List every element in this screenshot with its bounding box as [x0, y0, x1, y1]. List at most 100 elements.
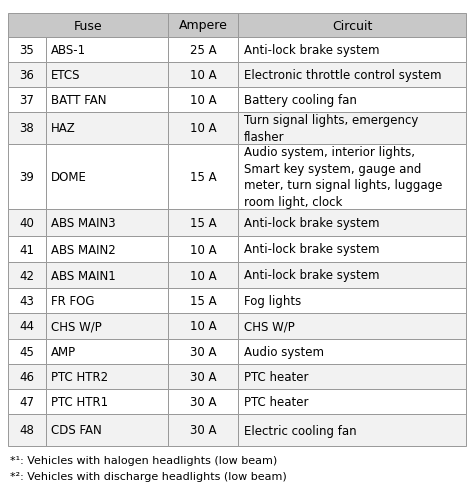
- Bar: [46, 289, 168, 313]
- Text: Anti-lock brake system: Anti-lock brake system: [244, 44, 380, 57]
- Bar: [238, 38, 466, 63]
- Bar: [238, 414, 466, 446]
- Text: 25 A: 25 A: [190, 44, 216, 57]
- Bar: [168, 14, 238, 38]
- Text: Circuit: Circuit: [332, 20, 372, 33]
- Text: Anti-lock brake system: Anti-lock brake system: [244, 243, 380, 256]
- Bar: [46, 313, 168, 339]
- Bar: [238, 209, 466, 236]
- Text: 10 A: 10 A: [190, 69, 216, 82]
- Bar: [8, 145, 46, 209]
- Bar: [46, 339, 168, 364]
- Text: DOME: DOME: [51, 171, 87, 184]
- Text: CHS W/P: CHS W/P: [51, 320, 102, 333]
- Text: FR FOG: FR FOG: [51, 295, 94, 308]
- Bar: [46, 88, 168, 113]
- Text: ABS MAIN1: ABS MAIN1: [51, 269, 116, 282]
- Bar: [168, 236, 238, 263]
- Text: Anti-lock brake system: Anti-lock brake system: [244, 216, 380, 229]
- Bar: [46, 38, 168, 63]
- Text: 30 A: 30 A: [190, 370, 216, 383]
- Bar: [8, 63, 46, 88]
- Text: Fuse: Fuse: [73, 20, 102, 33]
- Bar: [238, 364, 466, 389]
- Text: 10 A: 10 A: [190, 94, 216, 107]
- Text: AMP: AMP: [51, 345, 76, 358]
- Text: 15 A: 15 A: [190, 216, 216, 229]
- Text: 42: 42: [19, 269, 35, 282]
- Bar: [46, 145, 168, 209]
- Bar: [238, 145, 466, 209]
- Bar: [238, 14, 466, 38]
- Text: *¹: Vehicles with halogen headlights (low beam): *¹: Vehicles with halogen headlights (lo…: [10, 455, 277, 465]
- Bar: [8, 313, 46, 339]
- Text: 48: 48: [19, 424, 35, 437]
- Bar: [8, 339, 46, 364]
- Text: Turn signal lights, emergency
flasher: Turn signal lights, emergency flasher: [244, 114, 419, 143]
- Bar: [168, 364, 238, 389]
- Bar: [8, 113, 46, 145]
- Text: Battery cooling fan: Battery cooling fan: [244, 94, 357, 107]
- Text: 10 A: 10 A: [190, 122, 216, 135]
- Text: 30 A: 30 A: [190, 395, 216, 408]
- Bar: [168, 263, 238, 289]
- Text: 41: 41: [19, 243, 35, 256]
- Text: Electronic throttle control system: Electronic throttle control system: [244, 69, 441, 82]
- Text: PTC heater: PTC heater: [244, 395, 309, 408]
- Bar: [238, 289, 466, 313]
- Text: 30 A: 30 A: [190, 345, 216, 358]
- Bar: [168, 88, 238, 113]
- Text: Audio system: Audio system: [244, 345, 324, 358]
- Bar: [8, 389, 46, 414]
- Text: 40: 40: [19, 216, 35, 229]
- Bar: [8, 14, 168, 38]
- Text: Ampere: Ampere: [179, 20, 228, 33]
- Text: Audio system, interior lights,
Smart key system, gauge and
meter, turn signal li: Audio system, interior lights, Smart key…: [244, 146, 442, 208]
- Text: Fog lights: Fog lights: [244, 295, 301, 308]
- Text: 43: 43: [19, 295, 35, 308]
- Bar: [46, 236, 168, 263]
- Text: CHS W/P: CHS W/P: [244, 320, 295, 333]
- Text: ABS MAIN2: ABS MAIN2: [51, 243, 116, 256]
- Text: PTC HTR1: PTC HTR1: [51, 395, 108, 408]
- Text: Electric cooling fan: Electric cooling fan: [244, 424, 356, 437]
- Bar: [46, 364, 168, 389]
- Bar: [8, 364, 46, 389]
- Text: *²: Vehicles with discharge headlights (low beam): *²: Vehicles with discharge headlights (…: [10, 471, 287, 481]
- Bar: [46, 113, 168, 145]
- Text: 35: 35: [19, 44, 35, 57]
- Bar: [238, 389, 466, 414]
- Bar: [238, 88, 466, 113]
- Text: 36: 36: [19, 69, 35, 82]
- Bar: [238, 63, 466, 88]
- Bar: [168, 289, 238, 313]
- Bar: [168, 145, 238, 209]
- Bar: [238, 313, 466, 339]
- Text: 38: 38: [19, 122, 35, 135]
- Bar: [46, 63, 168, 88]
- Bar: [168, 389, 238, 414]
- Bar: [168, 113, 238, 145]
- Bar: [168, 414, 238, 446]
- Bar: [238, 263, 466, 289]
- Bar: [238, 236, 466, 263]
- Bar: [8, 289, 46, 313]
- Bar: [8, 263, 46, 289]
- Text: 47: 47: [19, 395, 35, 408]
- Text: ABS-1: ABS-1: [51, 44, 86, 57]
- Text: HAZ: HAZ: [51, 122, 76, 135]
- Text: BATT FAN: BATT FAN: [51, 94, 107, 107]
- Text: 10 A: 10 A: [190, 243, 216, 256]
- Text: 46: 46: [19, 370, 35, 383]
- Text: 10 A: 10 A: [190, 269, 216, 282]
- Text: 37: 37: [19, 94, 35, 107]
- Bar: [168, 339, 238, 364]
- Bar: [8, 38, 46, 63]
- Bar: [46, 263, 168, 289]
- Text: PTC heater: PTC heater: [244, 370, 309, 383]
- Bar: [168, 209, 238, 236]
- Text: 10 A: 10 A: [190, 320, 216, 333]
- Text: ABS MAIN3: ABS MAIN3: [51, 216, 116, 229]
- Text: 45: 45: [19, 345, 35, 358]
- Text: 15 A: 15 A: [190, 171, 216, 184]
